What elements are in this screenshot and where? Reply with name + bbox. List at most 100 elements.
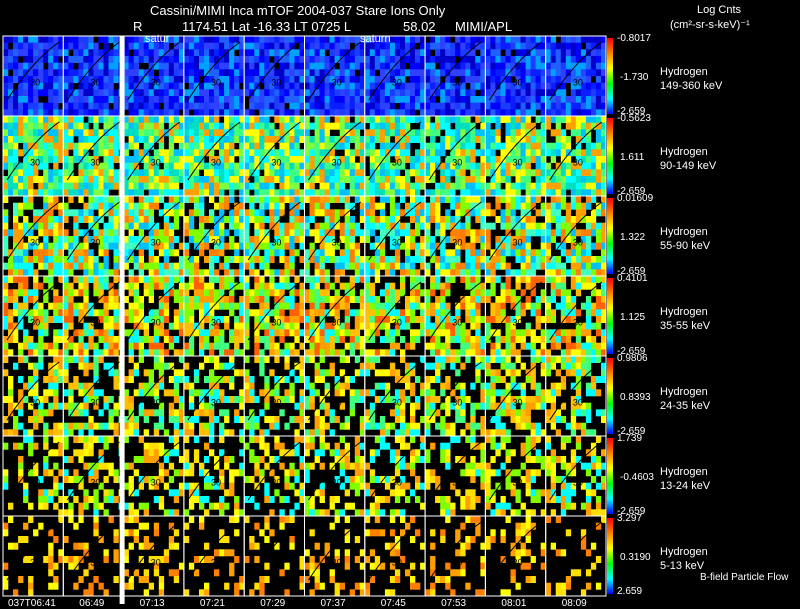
image-cell: 30 [183,115,245,197]
contour-line [428,201,482,261]
contour-label: 30 [271,158,281,168]
contour-label: 30 [452,558,462,568]
image-cell: 30 [123,115,185,197]
contour-label: 30 [392,318,402,328]
contour-label: 30 [573,318,583,328]
satur-label: satur [145,33,170,45]
contour-line [6,41,60,101]
colorbar [607,198,613,274]
contour-line [428,281,482,341]
contour-label: 30 [151,78,161,88]
contour-line [247,521,301,581]
contour-label: 30 [513,558,523,568]
contour-line [308,201,362,261]
contour-label: 30 [332,478,342,488]
contour-line [187,41,241,101]
contour-label: 30 [90,158,100,168]
contour-label: 30 [211,238,221,248]
contour-line [488,521,542,581]
row-energy-label: 13-24 keV [660,480,711,493]
colorbar-mid-label: 1.322 [620,232,646,243]
colorbar-mid-label: 0.3190 [620,552,651,563]
contour-label: 30 [271,318,281,328]
contour-line [66,41,120,101]
image-cell: 30 [545,355,607,437]
x-tick-label: 07:13 [139,598,165,609]
contour-label: 30 [90,78,100,88]
x-tick-label: 06:49 [79,598,105,609]
contour-label: 30 [573,398,583,408]
contour-line [187,521,241,581]
contour-line [368,361,422,421]
contour-label: 30 [151,398,161,408]
x-tick-label: 08:09 [561,598,587,609]
image-cell: 30 [545,515,607,597]
colorbar-min-label: 2.659 [617,586,643,597]
contour-line [247,281,301,341]
contour-line [428,361,482,421]
contour-label: 30 [151,238,161,248]
contour-label: 30 [332,158,342,168]
contour-label: 30 [392,238,402,248]
contour-label: 30 [271,78,281,88]
contour-label: 30 [151,158,161,168]
image-cell: 30 [484,435,547,517]
colorbar-min-label: -2.659 [617,186,646,197]
contour-label: 30 [513,78,523,88]
contour-line [308,41,362,101]
row-energy-label: 5-13 keV [660,560,705,573]
image-cell: 30 [364,275,426,357]
contour-label: 30 [211,318,221,328]
l-shell-value: 58.02 [403,19,436,34]
contour-label: 30 [271,558,281,568]
image-cell: 30 [484,275,547,357]
colorbar [607,358,613,434]
colorbar-max-label: 3.297 [617,513,643,524]
colorbar [607,118,613,194]
image-cell: 30 [545,435,607,517]
image-cell: 30 [123,275,185,357]
colorbar-mid-label: 1.611 [620,152,645,163]
colorbar-max-label: -0.8017 [617,33,651,44]
image-cell: 30 [2,35,64,117]
contour-line [368,521,422,581]
contour-label: 30 [573,478,583,488]
image-cell: 30 [62,35,125,117]
image-cell: 30 [62,195,125,277]
contour-label: 30 [332,558,342,568]
units-title: Log Cnts [697,4,742,16]
contour-line [549,41,603,101]
contour-label: 30 [151,318,161,328]
contour-line [308,361,362,421]
image-cell: 30 [243,275,305,357]
footer-note: B-field Particle Flow [700,572,789,583]
image-cell: 30 [364,435,426,517]
image-cell: 30 [2,275,64,357]
image-cell: 30 [364,195,426,277]
contour-label: 30 [211,158,221,168]
contour-line [549,201,603,261]
image-cell: 30 [304,435,366,517]
image-cell: 30 [424,355,486,437]
cell-frame [243,515,305,597]
image-cell: 30 [364,355,426,437]
contour-line [247,361,301,421]
image-cell: 30 [304,35,366,117]
contour-line [549,281,603,341]
colorbar-max-label: 0.01609 [617,193,654,204]
contour-label: 30 [271,398,281,408]
image-cell: 30 [62,355,125,437]
image-cell: 30 [364,515,426,597]
x-tick-label: 07:37 [320,598,346,609]
contour-label: 30 [211,478,221,488]
contour-label: 30 [332,318,342,328]
image-cell: 30 [304,115,366,197]
colorbar-mid-label: 1.125 [620,312,646,323]
contour-line [6,201,60,261]
contour-line [6,441,60,501]
contour-line [127,281,181,341]
contour-line [308,121,362,181]
contour-line [6,521,60,581]
contour-label: 30 [271,478,281,488]
